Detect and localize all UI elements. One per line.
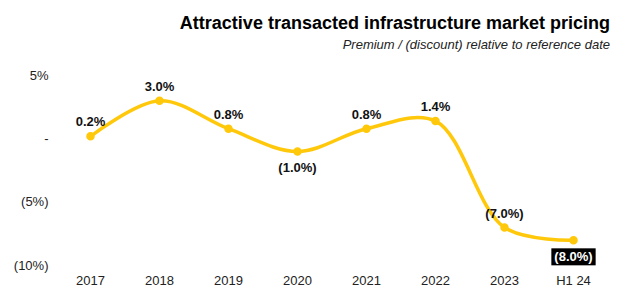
svg-text:2017: 2017	[76, 273, 105, 288]
svg-text:2019: 2019	[214, 273, 243, 288]
svg-text:2020: 2020	[283, 273, 312, 288]
svg-text:(7.0%): (7.0%)	[485, 206, 523, 221]
svg-text:(10%): (10%)	[14, 258, 49, 273]
svg-text:0.2%: 0.2%	[76, 114, 106, 129]
svg-text:(8.0%): (8.0%)	[554, 249, 592, 264]
html-text:Premium / (discount) relative: Premium / (discount) relative to referen…	[342, 37, 610, 52]
svg-text:3.0%: 3.0%	[145, 79, 175, 94]
svg-text:2018: 2018	[145, 273, 174, 288]
svg-text:(1.0%): (1.0%)	[278, 160, 316, 175]
svg-text:1.4%: 1.4%	[421, 99, 451, 114]
svg-text:0.8%: 0.8%	[352, 107, 382, 122]
svg-text:2023: 2023	[490, 273, 519, 288]
svg-text:H1 24: H1 24	[556, 273, 591, 288]
svg-text:2021: 2021	[352, 273, 381, 288]
svg-text:2022: 2022	[421, 273, 450, 288]
svg-text:-: -	[44, 131, 48, 146]
svg-text:5%: 5%	[30, 68, 49, 83]
svg-text:0.8%: 0.8%	[214, 107, 244, 122]
html-text:Attractive transacted infrastr: Attractive transacted infrastructure mar…	[179, 13, 610, 33]
svg-text:(5%): (5%)	[21, 194, 48, 209]
